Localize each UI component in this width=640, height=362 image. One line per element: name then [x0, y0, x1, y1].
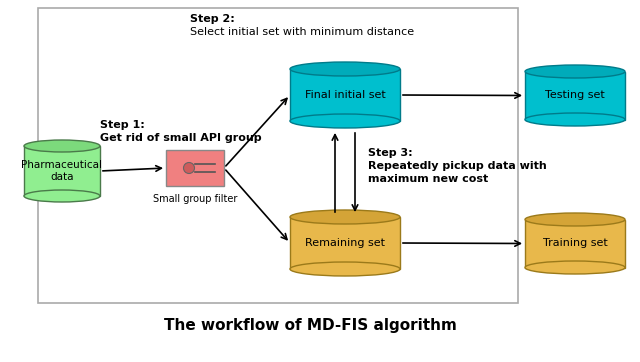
- Bar: [290, 217, 400, 269]
- Ellipse shape: [290, 114, 400, 128]
- Text: Remaining set: Remaining set: [305, 238, 385, 248]
- Ellipse shape: [24, 190, 100, 202]
- Text: Step 2:: Step 2:: [190, 14, 235, 24]
- Ellipse shape: [525, 261, 625, 274]
- Text: Training set: Training set: [543, 239, 607, 248]
- Bar: [290, 69, 400, 121]
- Ellipse shape: [290, 210, 400, 224]
- Ellipse shape: [525, 213, 625, 226]
- Text: Repeatedly pickup data with: Repeatedly pickup data with: [368, 161, 547, 171]
- Text: The workflow of MD-FIS algorithm: The workflow of MD-FIS algorithm: [164, 318, 456, 333]
- Ellipse shape: [24, 140, 100, 152]
- Ellipse shape: [290, 262, 400, 276]
- Text: Step 3:: Step 3:: [368, 148, 413, 158]
- Bar: [24, 146, 100, 196]
- Ellipse shape: [184, 163, 195, 173]
- Bar: [525, 72, 625, 119]
- Ellipse shape: [525, 113, 625, 126]
- Text: Pharmaceutical
data: Pharmaceutical data: [22, 160, 102, 182]
- Text: Small group filter: Small group filter: [153, 194, 237, 204]
- Text: Final initial set: Final initial set: [305, 90, 385, 100]
- Bar: [166, 150, 224, 186]
- Bar: [525, 219, 625, 268]
- Text: Get rid of small API group: Get rid of small API group: [100, 133, 262, 143]
- Bar: [38, 8, 518, 303]
- Ellipse shape: [525, 65, 625, 78]
- Text: maximum new cost: maximum new cost: [368, 174, 488, 184]
- Text: Select initial set with minimum distance: Select initial set with minimum distance: [190, 27, 414, 37]
- Text: Testing set: Testing set: [545, 90, 605, 101]
- Text: Step 1:: Step 1:: [100, 120, 145, 130]
- Ellipse shape: [290, 62, 400, 76]
